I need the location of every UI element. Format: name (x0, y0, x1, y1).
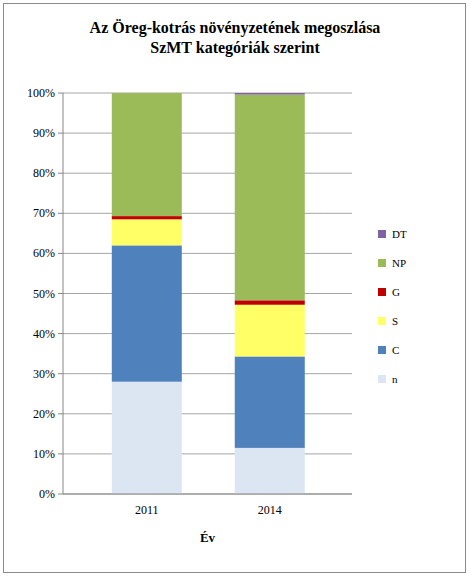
tick-mark (58, 173, 63, 174)
chart-wrap: 0% 10% 20% 30% 40% 50% 60% 70% 80% 90% 100% 2011 201… (0, 0, 470, 577)
legend-label: C (392, 344, 399, 356)
y-tick-label: 60% (33, 246, 55, 260)
legend-swatch (378, 230, 386, 238)
bar (235, 300, 305, 304)
grid (63, 93, 352, 494)
legend-label: S (392, 315, 398, 327)
grid-line (63, 494, 352, 495)
grid-line (63, 93, 352, 94)
legend-swatch (378, 375, 386, 383)
y-tick-label: 10% (33, 447, 55, 461)
y-axis (63, 93, 64, 494)
y-tick-label: 90% (33, 126, 55, 140)
grid-line (63, 213, 352, 214)
bar (112, 382, 182, 494)
x-axis (63, 494, 352, 495)
tick-mark (58, 133, 63, 134)
grid-line (63, 453, 352, 454)
tick-mark (58, 253, 63, 254)
y-tick-label: 70% (33, 206, 55, 220)
chart-frame (4, 4, 466, 573)
legend-swatch (378, 317, 386, 325)
y-tick-label: 30% (33, 367, 55, 381)
bar (112, 245, 182, 381)
legend: DT NP G S Cn (378, 228, 407, 385)
legend-label: G (392, 286, 400, 298)
chart-svg: 0% 10% 20% 30% 40% 50% 60% 70% 80% 90% 100% 2011 201… (0, 0, 470, 577)
grid-line (63, 293, 352, 294)
grid-line (63, 413, 352, 414)
y-tick-label: 50% (33, 287, 55, 301)
tick-mark (58, 373, 63, 374)
legend-swatch (378, 259, 386, 267)
tick-mark (58, 213, 63, 214)
x-tick-label: 2011 (135, 503, 159, 517)
bar (112, 219, 182, 245)
title: Az Öreg-kotrás növényzetének megoszlása … (73, 18, 398, 58)
bar (235, 448, 305, 494)
y-tick-label: 80% (33, 166, 55, 180)
tick-mark (58, 93, 63, 94)
legend-label: NP (392, 257, 406, 269)
legend-swatch (378, 288, 386, 296)
legend-label: DT (392, 228, 407, 240)
grid-line (63, 133, 352, 134)
bar (112, 216, 182, 219)
bar (112, 93, 182, 94)
grid-line (63, 173, 352, 174)
y-tick-label: 20% (33, 407, 55, 421)
tick-mark (58, 293, 63, 294)
grid-line (63, 333, 352, 334)
tick-mark (58, 333, 63, 334)
title-box: Az Öreg-kotrás növényzetének megoszlása … (0, 18, 470, 58)
bar (235, 305, 305, 357)
bar (235, 95, 305, 301)
y-tick-label: 40% (33, 327, 55, 341)
grid-line (63, 253, 352, 254)
legend-swatch (378, 346, 386, 354)
x-axis-label: Év (200, 530, 216, 545)
y-tick-label: 0% (39, 487, 55, 501)
bar (235, 356, 305, 447)
tick-mark (58, 494, 63, 495)
y-tick-label: 100% (27, 86, 55, 100)
legend-label: n (392, 373, 398, 385)
tick-mark (58, 413, 63, 414)
grid-line (63, 373, 352, 374)
tick-mark (58, 453, 63, 454)
bar (112, 93, 182, 216)
bars (112, 93, 305, 494)
x-tick-label: 2014 (258, 503, 282, 517)
bar (235, 93, 305, 95)
